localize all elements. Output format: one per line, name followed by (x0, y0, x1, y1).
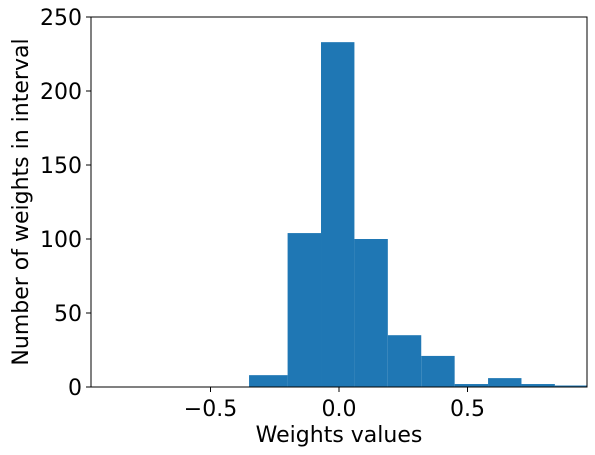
histogram-bar (287, 233, 322, 387)
y-tick-label: 100 (40, 228, 82, 253)
histogram-bar (454, 384, 489, 387)
histogram-bar (421, 355, 455, 387)
y-tick-label: 200 (40, 80, 82, 105)
x-axis-ticks: −0.5 0.0 0.5 (184, 387, 485, 422)
x-tick-label: −0.5 (184, 397, 237, 422)
x-axis-title: Weights values (256, 423, 423, 448)
histogram-bar (354, 239, 388, 387)
histogram-bar (554, 385, 587, 387)
histogram-bar (521, 384, 555, 387)
y-tick-label: 250 (40, 6, 82, 31)
y-axis-ticks: 0 50 100 150 200 250 (40, 6, 91, 401)
x-tick-label: 0.5 (450, 397, 485, 422)
y-axis-title: Number of weights in interval (9, 38, 34, 365)
bars-group (249, 42, 587, 387)
histogram-bar (321, 42, 355, 387)
x-tick-label: 0.0 (322, 397, 357, 422)
histogram-bar (249, 375, 288, 387)
histogram-bar (488, 378, 522, 387)
histogram-bar (387, 335, 422, 387)
y-tick-label: 50 (54, 302, 82, 327)
y-tick-label: 150 (40, 154, 82, 179)
y-tick-label: 0 (68, 376, 82, 401)
